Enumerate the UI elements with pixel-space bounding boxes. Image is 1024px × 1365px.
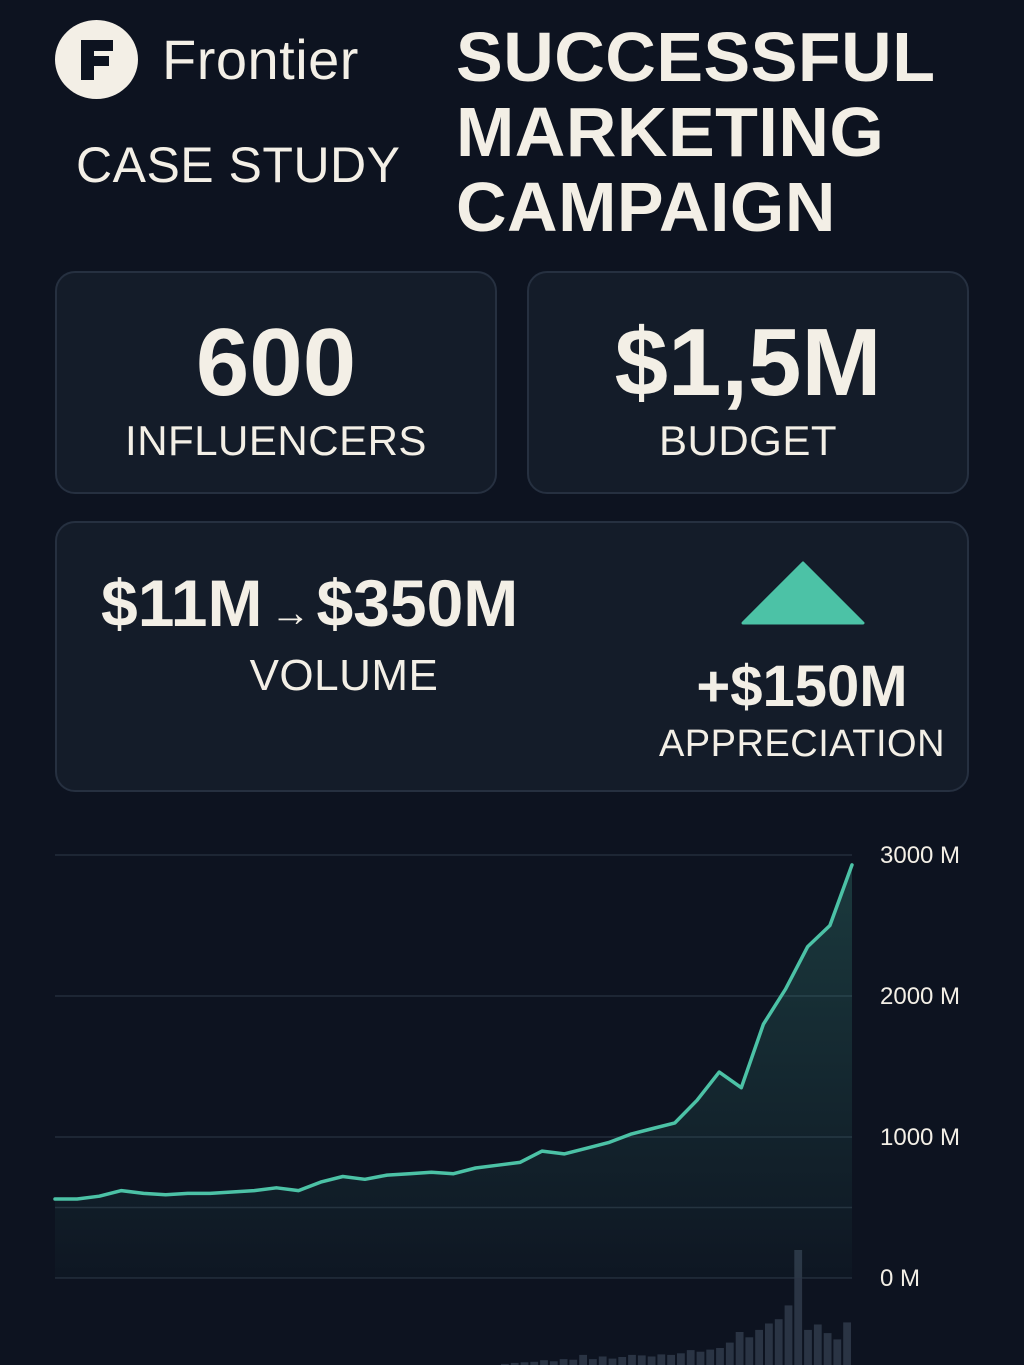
y-tick-label: 1000 M [880, 1124, 960, 1151]
appreciation-value: +$150M [696, 654, 908, 719]
volume-bar [589, 1359, 597, 1365]
volume-bar [667, 1354, 675, 1365]
title-line: SUCCESSFUL [456, 18, 936, 96]
volume-bar [510, 1362, 519, 1365]
volume-bar [765, 1323, 773, 1365]
volume-bar [823, 1333, 832, 1365]
budget-value: $1,5M [614, 309, 882, 416]
volume-bar [745, 1337, 754, 1365]
volume-bar [804, 1329, 812, 1365]
brand-logo: Frontier [55, 20, 359, 99]
volume-bar [833, 1339, 842, 1365]
budget-label: BUDGET [658, 417, 837, 464]
volume-bar [618, 1357, 627, 1365]
volume-to: $350M [316, 566, 519, 640]
appreciation-label: APPRECIATION [658, 723, 946, 765]
influencers-label: INFLUENCERS [125, 417, 427, 464]
logo-badge [55, 20, 138, 99]
title-line: MARKETING [456, 93, 885, 171]
volume-bar [608, 1358, 617, 1365]
volume-bar [579, 1354, 587, 1365]
volume-bar [647, 1356, 656, 1365]
page-title: SUCCESSFUL MARKETING CAMPAIGN [456, 20, 1016, 245]
volume-bar [725, 1342, 734, 1365]
brand-name: Frontier [162, 28, 359, 91]
y-tick-label: 2000 M [880, 983, 960, 1010]
y-tick-label: 0 M [880, 1265, 920, 1292]
volume-bar [843, 1322, 851, 1365]
volume-bar [735, 1332, 744, 1365]
volume-bar [559, 1359, 568, 1365]
title-line: CAMPAIGN [456, 168, 836, 246]
volume-bar [706, 1349, 715, 1365]
volume-card: $11M → $350M VOLUME +$150M APPRECIATION [55, 521, 969, 792]
volume-bar [637, 1355, 646, 1365]
volume-change: $11M → $350M [101, 565, 518, 641]
volume-bar [501, 1363, 509, 1365]
series-line [53, 863, 854, 1201]
influencers-card: 600 INFLUENCERS [55, 271, 497, 494]
volume-bar [657, 1354, 666, 1365]
volume-bars [501, 1250, 851, 1365]
f-letter-icon [80, 39, 113, 80]
volume-bar [784, 1305, 793, 1365]
arrow-right-icon: → [270, 591, 311, 635]
volume-bar [755, 1329, 763, 1365]
volume-bar [530, 1361, 539, 1365]
volume-label: VOLUME [249, 651, 439, 700]
budget-card: $1,5M BUDGET [527, 271, 969, 494]
volume-bar [549, 1361, 558, 1365]
volume-bar [520, 1362, 529, 1365]
volume-bar [677, 1353, 685, 1365]
volume-bar [540, 1360, 548, 1365]
volume-bar [628, 1354, 636, 1365]
up-triangle-icon [741, 561, 865, 625]
volume-from: $11M [101, 566, 263, 640]
volume-bar [598, 1356, 607, 1365]
volume-bar [794, 1250, 803, 1365]
volume-bar [696, 1351, 705, 1365]
series-area [55, 864, 852, 1278]
influencers-value: 600 [195, 309, 357, 416]
volume-bar [716, 1348, 724, 1365]
volume-bar [686, 1350, 695, 1365]
volume-bar [569, 1359, 578, 1365]
volume-bar [774, 1319, 783, 1365]
volume-bar [813, 1324, 822, 1365]
y-tick-label: 3000 M [880, 842, 960, 869]
page-subtitle: CASE STUDY [76, 137, 401, 193]
y-axis: 0 M 1000 M 2000 M 3000 M [880, 842, 960, 1292]
